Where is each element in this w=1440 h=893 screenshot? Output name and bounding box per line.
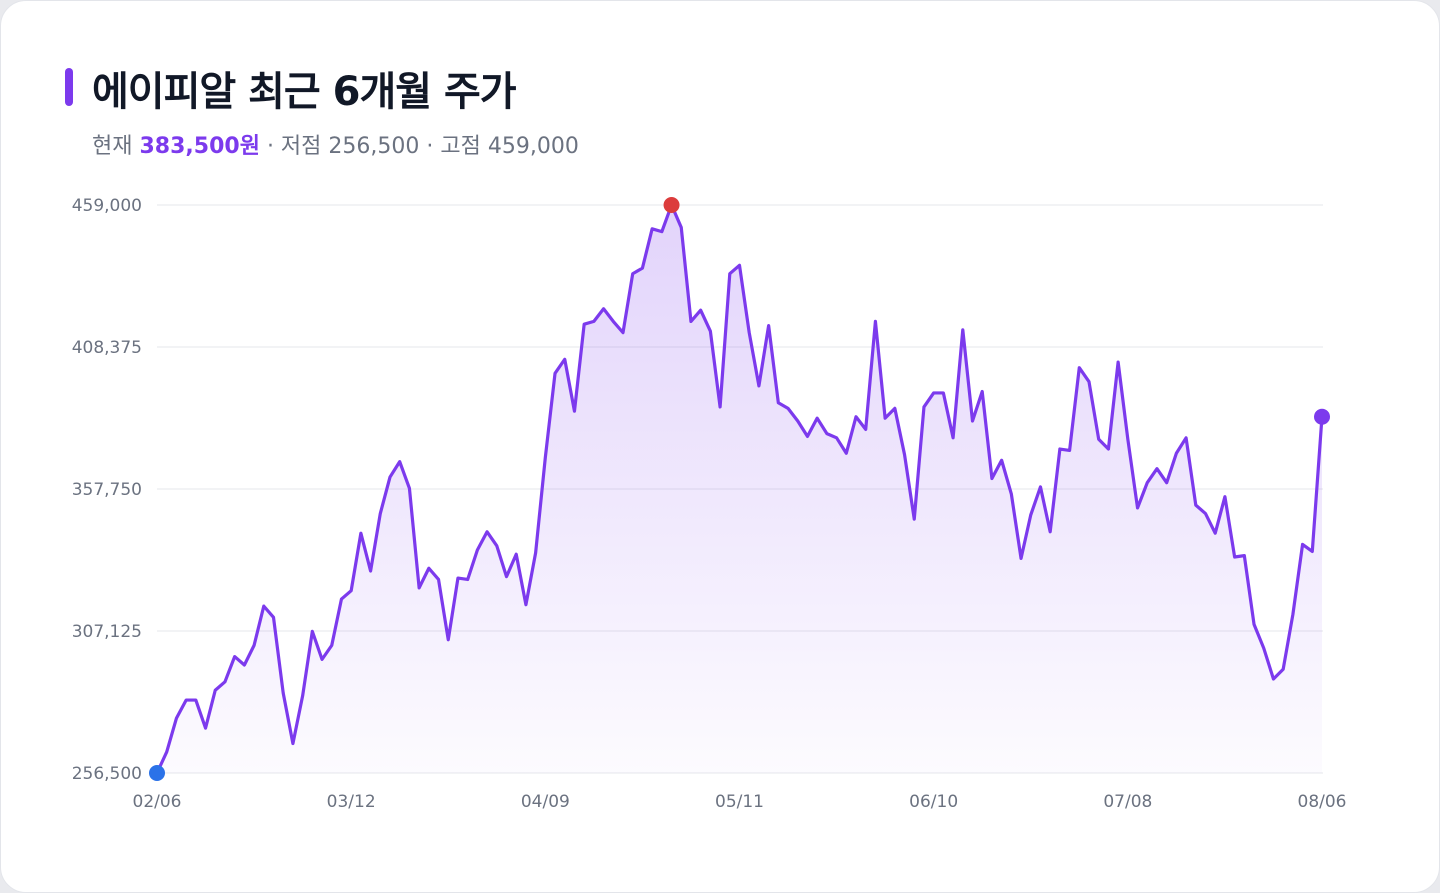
x-tick-label: 03/12: [327, 792, 376, 812]
x-tick-label: 07/08: [1103, 792, 1152, 812]
low-point-marker: [149, 765, 165, 781]
y-tick-label: 256,500: [72, 764, 142, 784]
y-tick-label: 307,125: [72, 622, 142, 642]
low-price: · 저점 256,500: [266, 134, 420, 159]
high-price: · 고점 459,000: [426, 134, 579, 159]
x-tick-label: 06/10: [909, 792, 958, 812]
y-tick-label: 357,750: [72, 480, 142, 500]
price-line: [155, 203, 1324, 775]
y-tick-label: 408,375: [72, 338, 142, 358]
price-summary: 현재 383,500원 · 저점 256,500 · 고점 459,000: [92, 128, 579, 160]
x-tick-label: 05/11: [715, 792, 764, 812]
price-area-fill: [157, 205, 1322, 773]
x-tick-label: 04/09: [521, 792, 570, 812]
x-tick-label: 08/06: [1298, 792, 1347, 812]
chart-title: 에이피알 최근 6개월 주가: [92, 69, 517, 115]
y-tick-label: 459,000: [72, 196, 142, 216]
current-label: 현재: [92, 134, 133, 159]
x-tick-label: 02/06: [133, 792, 182, 812]
high-point-marker: [663, 197, 680, 213]
title-accent-bar: [65, 68, 73, 106]
current-point-marker: [1314, 408, 1330, 425]
current-price: 383,500원: [139, 134, 260, 159]
